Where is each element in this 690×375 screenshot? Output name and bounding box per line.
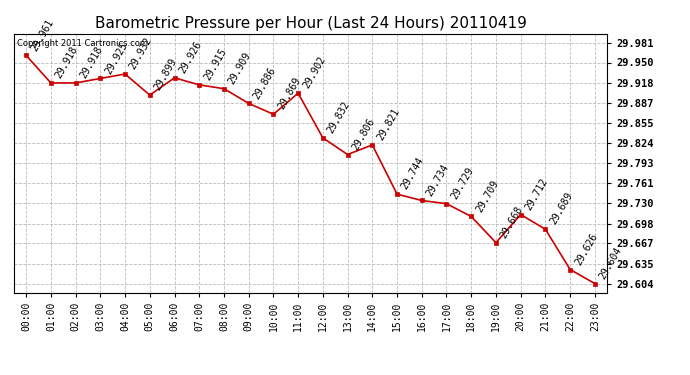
Text: 29.932: 29.932 xyxy=(128,36,154,71)
Text: 29.918: 29.918 xyxy=(54,45,80,80)
Text: 29.734: 29.734 xyxy=(424,162,451,198)
Text: 29.926: 29.926 xyxy=(177,39,204,75)
Text: 29.909: 29.909 xyxy=(227,50,253,86)
Text: 29.712: 29.712 xyxy=(524,176,550,212)
Text: 29.886: 29.886 xyxy=(251,65,278,100)
Title: Barometric Pressure per Hour (Last 24 Hours) 20110419: Barometric Pressure per Hour (Last 24 Ho… xyxy=(95,16,526,31)
Text: 29.729: 29.729 xyxy=(449,165,475,201)
Text: 29.925: 29.925 xyxy=(103,40,130,76)
Text: 29.806: 29.806 xyxy=(351,116,377,152)
Text: 29.832: 29.832 xyxy=(326,100,352,135)
Text: 29.902: 29.902 xyxy=(301,55,327,90)
Text: 29.709: 29.709 xyxy=(474,178,500,214)
Text: Copyright 2011 Cartronics.com: Copyright 2011 Cartronics.com xyxy=(17,39,148,48)
Text: 29.604: 29.604 xyxy=(598,245,624,281)
Text: 29.899: 29.899 xyxy=(152,57,179,92)
Text: 29.689: 29.689 xyxy=(548,191,575,226)
Text: 29.626: 29.626 xyxy=(573,231,599,267)
Text: 29.869: 29.869 xyxy=(276,76,302,111)
Text: 29.821: 29.821 xyxy=(375,106,402,142)
Text: 29.918: 29.918 xyxy=(79,45,105,80)
Text: 29.744: 29.744 xyxy=(400,156,426,191)
Text: 29.668: 29.668 xyxy=(499,204,525,240)
Text: 29.915: 29.915 xyxy=(202,46,228,82)
Text: 29.961: 29.961 xyxy=(29,17,55,53)
